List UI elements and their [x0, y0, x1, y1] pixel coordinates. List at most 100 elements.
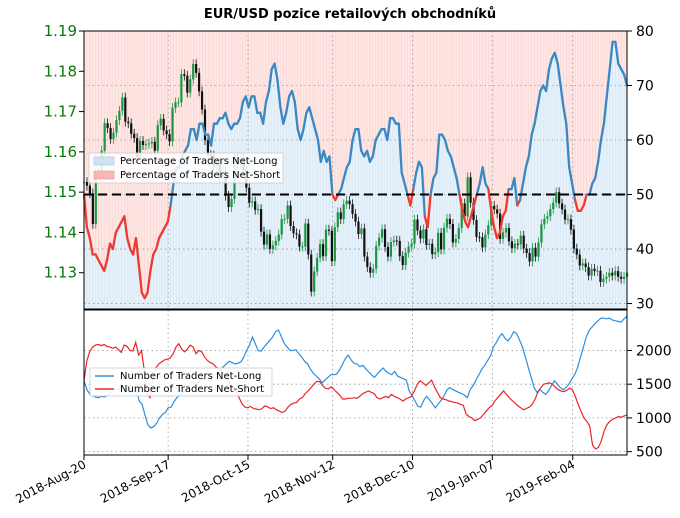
x-axis-tick-label: 2018-Sep-17 [98, 457, 173, 506]
price-candle-body [277, 234, 280, 241]
price-candle-body [271, 245, 274, 249]
right-axis-tick-label: 80 [636, 24, 654, 40]
price-candle-body [454, 238, 457, 243]
price-candle-body [186, 75, 189, 93]
top-panel: 1.13 1.14 1.15 1.16 1.17 1.18 1.19 30 40 50 60 70 8… [44, 22, 654, 313]
net-long-percentage-segment [412, 171, 418, 191]
bottom-right-axis-tick-label: 2000 [636, 343, 672, 359]
bottom-right-axis-tick-label: 1500 [636, 377, 672, 393]
net-long-percentage-segment [472, 193, 478, 207]
price-candle-body [354, 213, 357, 222]
net-long-count-line [83, 315, 628, 429]
net-long-percentage-segment [504, 187, 510, 213]
price-candle-body [342, 204, 345, 220]
net-long-percentage-segment [602, 95, 608, 125]
price-candle-body [141, 140, 145, 146]
price-candle-body [543, 218, 546, 225]
net-long-percentage-segment [565, 122, 571, 169]
net-long-percentage-segment [435, 133, 441, 174]
x-axis-tick-label: 2018-Oct-15 [179, 457, 252, 505]
price-candle-body [136, 138, 139, 158]
price-candle-body [372, 268, 375, 273]
price-candle-body [280, 219, 283, 235]
net-long-percentage-segment [264, 89, 271, 104]
price-candle-body [318, 244, 322, 258]
net-long-percentage-segment [403, 182, 409, 196]
price-candle-body [504, 228, 508, 233]
price-candle-body [324, 229, 328, 257]
net-long-percentage-segment [351, 127, 357, 142]
net-long-percentage-segment [458, 193, 464, 213]
net-long-percentage-segment [475, 182, 481, 196]
price-candle-body [150, 141, 153, 144]
net-long-percentage-segment [614, 40, 620, 65]
price-candle-body [401, 256, 404, 266]
net-long-percentage-segment [449, 155, 455, 169]
price-candle-body [472, 202, 475, 220]
price-candle-body [307, 223, 310, 255]
price-candle-body [513, 243, 516, 249]
price-candle-body [115, 120, 118, 133]
net-long-percentage-segment [348, 138, 354, 163]
top-legend-box [88, 152, 284, 184]
price-candle-body [516, 243, 519, 245]
net-long-percentage-segment [527, 133, 533, 158]
net-long-percentage-segment [556, 62, 562, 87]
price-candle-body [357, 221, 360, 235]
net-long-percentage-segment [455, 177, 461, 196]
bottom-right-axis-tick-label: 500 [636, 445, 663, 461]
price-candle-body [413, 219, 416, 244]
net-long-percentage-segment [490, 209, 496, 229]
price-candle-body [268, 234, 272, 249]
legend-label-net-short-count: Number of Traders Net-Short [120, 384, 264, 395]
left-axis-tick-label: 1.19 [44, 22, 77, 40]
right-axis-tick-label: 70 [636, 79, 654, 95]
net-long-percentage-segment [247, 95, 253, 109]
price-candle-body [177, 102, 180, 104]
price-candle-body [439, 232, 443, 250]
price-candle-body [124, 97, 127, 122]
legend-swatch-net-short-percentage [93, 170, 115, 180]
price-candle-body [301, 246, 304, 248]
price-candle-body [566, 219, 570, 221]
net-long-percentage-segment [544, 68, 551, 93]
net-long-percentage-segment [409, 187, 415, 207]
trader-count-lines [83, 315, 628, 450]
price-candle-body [254, 201, 257, 210]
price-candle-body [206, 140, 210, 156]
price-candle-body [127, 121, 130, 124]
price-candle-body [434, 252, 437, 255]
net-long-percentage-segment [166, 204, 172, 223]
net-long-percentage-segment [155, 236, 161, 251]
net-long-percentage-segment [88, 236, 94, 256]
price-candle-body [463, 203, 466, 217]
net-long-percentage-segment [146, 269, 152, 294]
net-long-percentage-segment [559, 84, 565, 109]
price-candle-body [448, 218, 452, 224]
net-long-percentage-segment [397, 122, 403, 174]
price-candle-body [330, 230, 333, 262]
net-long-percentage-segment [238, 100, 245, 120]
price-candle-body [478, 236, 481, 238]
x-axis-tick-label: 2018-Nov-12 [262, 457, 337, 506]
price-candle-body [316, 257, 319, 272]
price-candle-body [375, 245, 378, 269]
price-candle-body [274, 240, 277, 246]
x-axis-tick-label: 2018-Aug-20 [13, 457, 88, 506]
price-candle-body [348, 200, 351, 205]
price-candle-body [360, 228, 363, 235]
net-long-percentage-segment [573, 198, 580, 213]
net-long-percentage-segment [608, 40, 614, 71]
net-long-percentage-segment [461, 209, 467, 223]
price-candle-body [501, 232, 505, 239]
legend-swatch-net-long-percentage [93, 156, 115, 166]
net-long-percentage-segment [342, 166, 348, 180]
net-long-percentage-segment [282, 111, 288, 125]
top-plot-frame [83, 30, 628, 310]
net-long-percentage-segment [85, 226, 91, 240]
left-axis-tick-label: 1.14 [44, 223, 77, 241]
net-long-percentage-segment [201, 122, 207, 136]
price-candle-body [602, 278, 605, 283]
price-candle-body [507, 228, 511, 242]
